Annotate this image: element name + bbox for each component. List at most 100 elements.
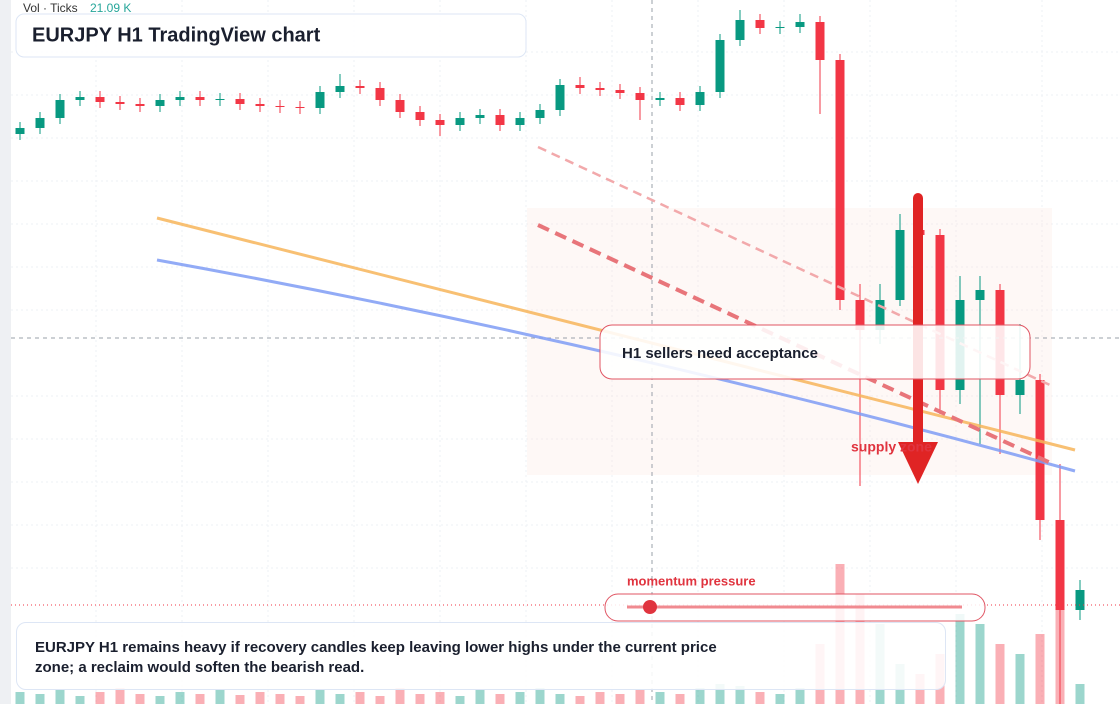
volume-bar: [355, 692, 365, 704]
candle-body: [675, 98, 685, 105]
volume-bar: [255, 692, 265, 704]
volume-bar: [175, 692, 185, 704]
candle-body: [475, 115, 485, 118]
volume-legend: Vol · Ticks: [23, 1, 78, 15]
candle-body: [15, 128, 25, 134]
volume-bar: [755, 692, 765, 704]
candle-body: [795, 22, 805, 27]
note-text: EURJPY H1 remains heavy if recovery cand…: [35, 639, 717, 676]
candle-body: [715, 40, 725, 92]
volume-bar: [135, 694, 145, 704]
candle-body: [775, 27, 785, 28]
candle-body: [215, 99, 225, 100]
candle-body: [895, 230, 905, 300]
slider-knob: [643, 600, 657, 614]
candle-body: [1015, 380, 1025, 395]
volume-bar: [215, 690, 225, 704]
volume-bar: [375, 696, 385, 704]
candle-body: [35, 118, 45, 128]
volume-bar: [595, 692, 605, 704]
candle-body: [55, 100, 65, 118]
candle-body: [195, 97, 205, 100]
note-box: EURJPY H1 remains heavy if recovery cand…: [16, 622, 946, 690]
candle-body: [635, 93, 645, 100]
chart-title: EURJPY H1 TradingView chart: [32, 24, 321, 46]
volume-bar: [195, 694, 205, 704]
volume-bar: [695, 688, 705, 704]
candle-body: [555, 85, 565, 110]
volume-bar: [775, 694, 785, 704]
candle-body: [455, 118, 465, 125]
slider-label: momentum pressure: [627, 573, 756, 588]
candle-body: [375, 88, 385, 100]
callout-text: H1 sellers need acceptance: [622, 345, 818, 362]
candle-body: [295, 107, 305, 108]
volume-bar: [975, 624, 985, 704]
volume-bar: [635, 690, 645, 704]
candle-body: [515, 118, 525, 125]
candle-body: [655, 98, 665, 100]
volume-bar: [555, 694, 565, 704]
candle-body: [815, 22, 825, 60]
volume-bar: [655, 692, 665, 704]
candle-body: [755, 20, 765, 28]
volume-bar: [15, 692, 25, 704]
volume-bar: [675, 694, 685, 704]
candle-body: [495, 115, 505, 125]
volume-bar: [275, 694, 285, 704]
volume-bar: [1035, 634, 1045, 704]
candle-body: [1055, 520, 1065, 610]
candle-body: [415, 112, 425, 120]
candle-body: [855, 300, 865, 330]
volume-bar: [235, 695, 245, 704]
volume-bar: [795, 688, 805, 704]
candle-body: [735, 20, 745, 40]
volume-bar: [395, 688, 405, 704]
candle-body: [335, 86, 345, 92]
volume-bar: [75, 696, 85, 704]
candle-body: [355, 86, 365, 88]
candle-body: [275, 106, 285, 107]
candle-body: [615, 90, 625, 93]
candle-body: [95, 97, 105, 102]
candle-body: [535, 110, 545, 118]
volume-bar: [415, 694, 425, 704]
volume-bar: [495, 694, 505, 704]
candle-body: [135, 104, 145, 106]
candle-body: [595, 88, 605, 90]
candle-body: [1035, 380, 1045, 520]
candle-body: [575, 85, 585, 88]
candle-body: [75, 97, 85, 100]
volume-bar: [715, 684, 725, 704]
candle-body: [975, 290, 985, 300]
volume-bar: [515, 692, 525, 704]
arrow-head: [898, 442, 938, 484]
candle-body: [835, 60, 845, 300]
candle-body: [155, 100, 165, 106]
candle-body: [315, 92, 325, 108]
volume-bar: [35, 694, 45, 704]
title-box: [15, 13, 527, 58]
callout-box: [599, 324, 1031, 380]
left-edge: [0, 0, 11, 704]
volume-bar: [475, 690, 485, 704]
volume-bar: [575, 696, 585, 704]
volume-bar: [615, 694, 625, 704]
volume-bar: [455, 696, 465, 704]
volume-bar: [535, 688, 545, 704]
volume-value: 21.09 K: [90, 1, 131, 15]
volume-bar: [55, 690, 65, 704]
volume-bar: [735, 686, 745, 704]
volume-bar: [435, 692, 445, 704]
volume-bar: [155, 696, 165, 704]
candle-body: [115, 102, 125, 104]
candle-body: [175, 97, 185, 100]
volume-bar: [315, 690, 325, 704]
candle-body: [235, 99, 245, 104]
volume-bar: [1015, 654, 1025, 704]
volume-bar: [955, 614, 965, 704]
candle-body: [395, 100, 405, 112]
volume-bar: [335, 694, 345, 704]
